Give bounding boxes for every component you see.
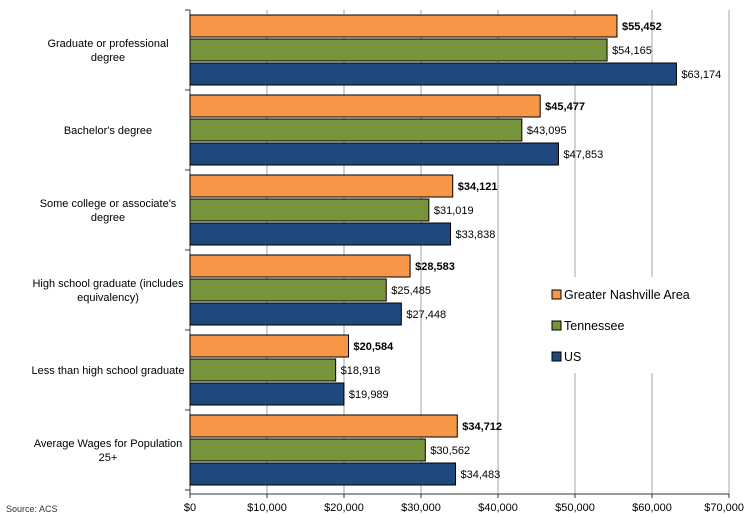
- category-axis: Graduate or professional degree Bachelor's…: [32, 38, 185, 464]
- legend-swatch: [551, 351, 562, 362]
- data-label: $55,452: [622, 21, 662, 33]
- data-label: $19,989: [349, 389, 389, 401]
- legend: Greater Nashville Area Tennessee US: [540, 277, 712, 373]
- bar: [189, 382, 345, 406]
- legend-swatch: [551, 320, 562, 331]
- category-label: Average Wages for Population 25+: [34, 438, 183, 464]
- bar: [189, 198, 430, 222]
- data-label: $18,918: [341, 365, 381, 377]
- x-tick-label: $60,000: [632, 502, 672, 514]
- bars: [189, 14, 677, 486]
- x-tick-label: $50,000: [555, 502, 595, 514]
- grid-lines: [185, 9, 730, 495]
- bar: [189, 174, 454, 198]
- data-label: $34,712: [462, 421, 502, 433]
- bar: [189, 14, 618, 38]
- data-label: $34,121: [458, 181, 498, 193]
- bar: [189, 38, 608, 62]
- data-label: $54,165: [612, 45, 652, 57]
- data-label: $33,838: [456, 229, 496, 241]
- data-label: $27,448: [406, 309, 446, 321]
- x-tick-label: $10,000: [247, 502, 287, 514]
- legend-background: [540, 277, 712, 373]
- bar: [189, 462, 457, 486]
- bar: [189, 62, 677, 86]
- legend-label: Greater Nashville Area: [564, 288, 690, 302]
- category-label: Bachelor's degree: [64, 125, 152, 137]
- source-note: Source: ACS: [6, 504, 58, 514]
- data-label: $25,485: [391, 285, 431, 297]
- data-label: $43,095: [527, 125, 567, 137]
- bar: [189, 358, 337, 382]
- x-tick-label: $20,000: [324, 502, 364, 514]
- category-label: High school graduate (includes equivalenc…: [32, 278, 184, 304]
- bar: [189, 278, 387, 302]
- category-label: Less than high school graduate: [32, 365, 185, 377]
- x-tick-label: $30,000: [401, 502, 441, 514]
- data-label: $28,583: [415, 261, 455, 273]
- bar: [189, 94, 541, 118]
- bar: [189, 254, 411, 278]
- bar: [189, 302, 402, 326]
- legend-label: Tennessee: [564, 319, 625, 333]
- legend-swatch: [551, 289, 562, 300]
- bar: [189, 142, 559, 166]
- x-tick-label: $70,000: [704, 502, 744, 514]
- bar: [189, 414, 458, 438]
- data-label: $34,483: [461, 469, 501, 481]
- bar: [189, 334, 349, 358]
- data-label: $31,019: [434, 205, 474, 217]
- bar: [189, 222, 452, 246]
- x-tick-label: $0: [184, 502, 196, 514]
- bar: [189, 438, 426, 462]
- category-label: Graduate or professional degree: [47, 38, 168, 64]
- bar: [189, 118, 523, 142]
- data-label: $47,853: [563, 149, 603, 161]
- data-label: $20,584: [353, 341, 394, 353]
- x-tick-label: $40,000: [478, 502, 518, 514]
- data-label: $45,477: [545, 101, 585, 113]
- legend-label: US: [564, 350, 581, 364]
- data-label: $63,174: [681, 69, 721, 81]
- data-labels: $55,452 $45,477 $34,121 $28,583 $20,584 $34,7…: [341, 21, 722, 481]
- x-axis: $0 $10,000 $20,000 $30,000 $40,000 $50,000 $60…: [184, 494, 744, 514]
- data-label: $30,562: [430, 445, 470, 457]
- category-label: Some college or associate's degree: [40, 198, 177, 224]
